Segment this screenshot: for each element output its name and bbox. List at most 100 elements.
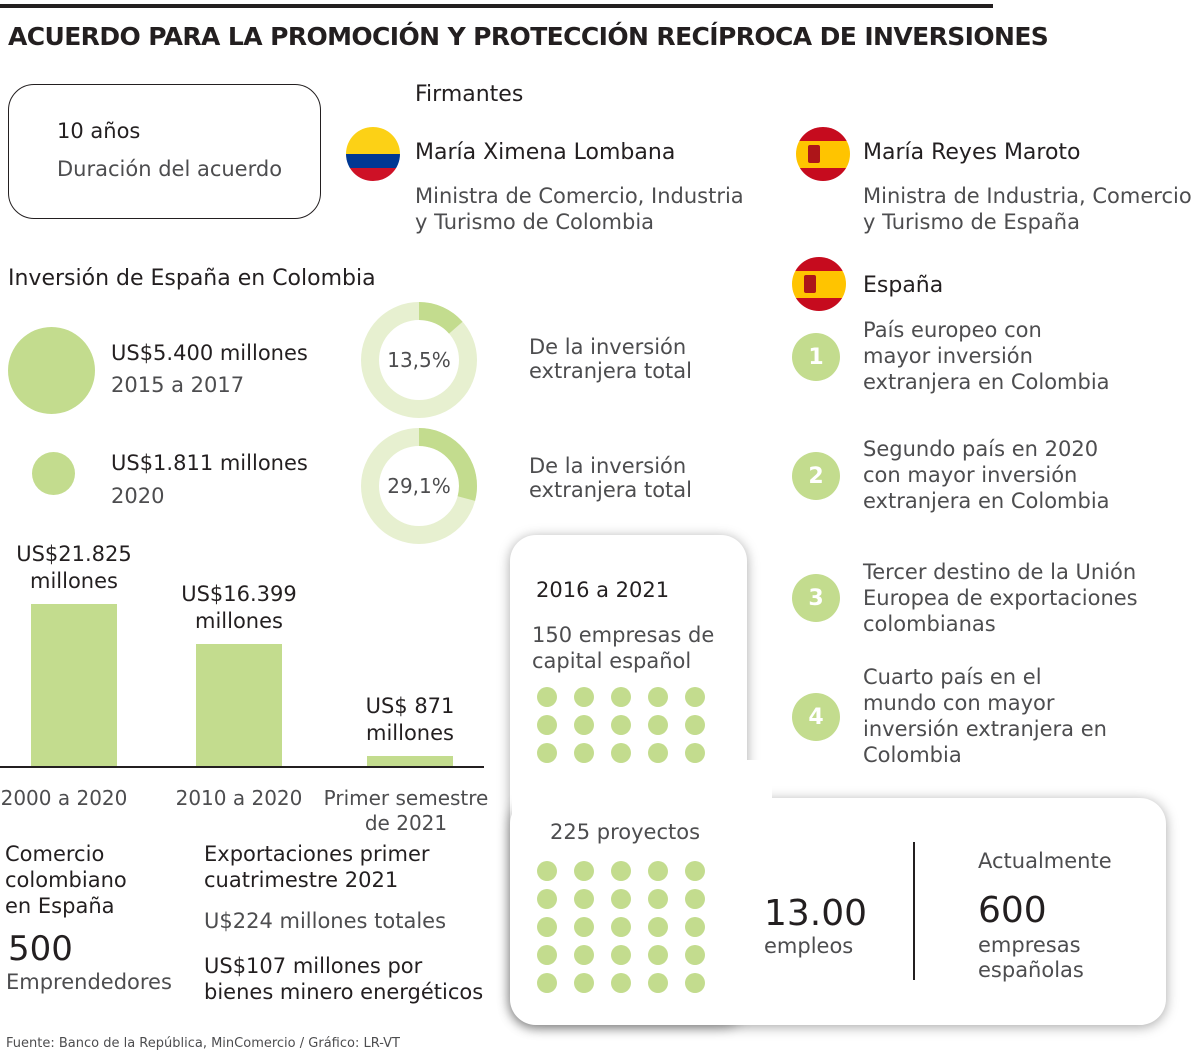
companies-label-1: 150 empresas de [532, 623, 715, 647]
company-dot [574, 687, 594, 707]
current-label-2: españolas [978, 958, 1084, 982]
page-title: ACUERDO PARA LA PROMOCIÓN Y PROTECCIÓN R… [8, 22, 1049, 51]
project-dot [611, 945, 631, 965]
fact-text-line: País europeo con [863, 318, 1042, 342]
company-dot [685, 715, 705, 735]
projects-label: 225 proyectos [550, 820, 701, 844]
investment-donut-2 [361, 428, 477, 544]
exports-heading-2: cuatrimestre 2021 [204, 868, 399, 892]
investment-period-1: 2015 a 2017 [111, 373, 245, 397]
donut-arc-1 [361, 302, 477, 418]
project-dot [574, 917, 594, 937]
project-dot [685, 889, 705, 909]
investment-desc-2a: De la inversión [529, 454, 687, 478]
project-dot [648, 945, 668, 965]
project-dot [611, 861, 631, 881]
investment-bar-chart: US$21.825 millones 2000 a 2020 US$16.399 mil… [0, 530, 490, 840]
companies-dot-grid [537, 687, 709, 777]
project-dot [537, 973, 557, 993]
jobs-label: empleos [764, 934, 854, 958]
project-dot [537, 945, 557, 965]
project-dot [611, 973, 631, 993]
project-dot [574, 945, 594, 965]
trade-heading-1: Comercio [5, 842, 105, 866]
company-dot [537, 687, 557, 707]
company-dot [537, 743, 557, 763]
investment-desc-2b: extranjera total [529, 478, 692, 502]
fact-text-line: Colombia [863, 743, 962, 767]
duration-box: 10 años Duración del acuerdo [8, 84, 321, 219]
colombia-signer-role-2: y Turismo de Colombia [415, 210, 655, 234]
fact-text-line: Segundo país en 2020 [863, 437, 1099, 461]
bar [367, 756, 453, 766]
investment-amount-2: US$1.811 millones [111, 451, 308, 475]
colombia-flag-icon [346, 127, 400, 181]
exports-mining-2: bienes minero energéticos [204, 980, 484, 1004]
spain-flag-icon-2 [792, 257, 846, 311]
company-dot [648, 687, 668, 707]
duration-value: 10 años [57, 119, 141, 143]
project-dot [537, 889, 557, 909]
project-dot [574, 861, 594, 881]
bar-value-label: US$21.825 [16, 542, 132, 566]
trade-value: 500 [8, 929, 73, 969]
bar-value-label: millones [30, 569, 118, 593]
project-dot [574, 973, 594, 993]
project-dot [685, 945, 705, 965]
investment-bubble-small [32, 452, 75, 495]
trade-heading-2: colombiano [5, 868, 127, 892]
investment-percent-2: 29,1% [387, 474, 451, 498]
investment-period-2: 2020 [111, 484, 165, 508]
top-rule [0, 4, 993, 8]
jobs-value: 13.00 [764, 893, 868, 934]
exports-total: U$224 millones totales [204, 909, 447, 933]
exports-heading-1: Exportaciones primer [204, 842, 430, 866]
project-dot [685, 861, 705, 881]
current-label-1: empresas [978, 933, 1081, 957]
bar-category-label: 2000 a 2020 [0, 786, 128, 810]
panel-divider [913, 842, 915, 980]
project-dot [611, 889, 631, 909]
investment-desc-1a: De la inversión [529, 335, 687, 359]
spain-facts-heading: España [863, 273, 944, 298]
project-dot [648, 861, 668, 881]
investment-desc-1b: extranjera total [529, 359, 692, 383]
fact-text-line: extranjera en Colombia [863, 489, 1110, 513]
fact-text-line: mundo con mayor [863, 691, 1055, 715]
investment-bubble-large [8, 327, 95, 414]
fact-number-circle: 2 [792, 452, 840, 500]
bar-value-label: millones [366, 721, 454, 745]
project-dot [611, 917, 631, 937]
spain-signer-role-2: y Turismo de España [863, 210, 1080, 234]
project-dot [648, 973, 668, 993]
fact-number-circle: 1 [792, 333, 840, 381]
fact-text-line: mayor inversión [863, 344, 1033, 368]
company-dot [537, 715, 557, 735]
fact-text-line: Europea de exportaciones [863, 586, 1138, 610]
project-dot [648, 889, 668, 909]
companies-period: 2016 a 2021 [536, 578, 670, 602]
exports-mining-1: US$107 millones por [204, 954, 423, 978]
bar-baseline [0, 766, 484, 768]
investment-donut-1 [361, 302, 477, 418]
bar [196, 644, 282, 766]
projects-dot-grid [537, 861, 709, 993]
fact-text-line: Tercer destino de la Unión [863, 560, 1137, 584]
bar-category-label: Primer semestre [323, 786, 489, 810]
fact-text-line: Cuarto país en el [863, 665, 1042, 689]
signers-heading: Firmantes [415, 82, 524, 107]
project-dot [648, 917, 668, 937]
donut-arc-2 [361, 428, 477, 544]
investment-heading: Inversión de España en Colombia [8, 266, 376, 291]
fact-text-line: colombianas [863, 612, 996, 636]
fact-number-circle: 3 [792, 574, 840, 622]
trade-label: Emprendedores [6, 970, 172, 994]
bar-value-label: US$ 871 [365, 694, 455, 718]
duration-label: Duración del acuerdo [57, 157, 283, 181]
spain-signer-name: María Reyes Maroto [863, 140, 1081, 165]
project-dot [685, 973, 705, 993]
companies-label-2: capital español [532, 649, 692, 673]
company-dot [685, 743, 705, 763]
fact-number-circle: 4 [792, 693, 840, 741]
spain-flag-icon [796, 127, 850, 181]
